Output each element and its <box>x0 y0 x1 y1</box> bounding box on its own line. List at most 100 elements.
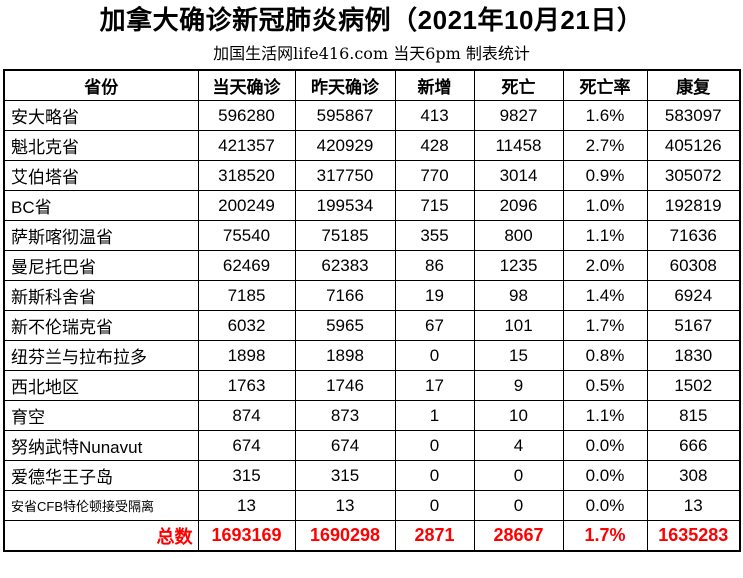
value-cell: 770 <box>394 160 475 191</box>
table-row: 安大略省 596280 595867 413 9827 1.6% 583097 <box>3 100 741 131</box>
table-row: 魁北克省 421357 420929 428 11458 2.7% 405126 <box>3 130 741 161</box>
value-cell: 0 <box>394 340 475 371</box>
table-row: 萨斯喀彻温省 75540 75185 355 800 1.1% 71636 <box>3 220 741 251</box>
value-cell: 1898 <box>294 340 396 371</box>
value-cell: 5167 <box>646 310 741 341</box>
value-cell: 200249 <box>197 190 296 221</box>
value-cell: 71636 <box>646 220 741 251</box>
column-header-today: 当天确诊 <box>197 69 296 101</box>
value-cell: 0.5% <box>562 370 648 401</box>
value-cell: 13 <box>294 490 396 521</box>
value-cell: 11458 <box>473 130 564 161</box>
value-cell: 62383 <box>294 250 396 281</box>
value-cell: 0.0% <box>562 490 648 521</box>
value-cell: 4 <box>473 430 564 461</box>
value-cell: 318520 <box>197 160 296 191</box>
value-cell: 6032 <box>197 310 296 341</box>
table-row-total: 总数 1693169 1690298 2871 28667 1.7% 1635283 <box>3 520 741 552</box>
page-title: 加拿大确诊新冠肺炎病例（2021年10月21日） <box>99 5 644 35</box>
value-cell: 315 <box>197 460 296 491</box>
value-cell: 674 <box>197 430 296 461</box>
value-cell: 7185 <box>197 280 296 311</box>
value-cell: 0.0% <box>562 460 648 491</box>
value-cell: 0 <box>394 460 475 491</box>
value-cell: 1.1% <box>562 400 648 431</box>
value-cell: 15 <box>473 340 564 371</box>
table-row: 努纳武特Nunavut 674 674 0 4 0.0% 666 <box>3 430 741 461</box>
table-row: 西北地区 1763 1746 17 9 0.5% 1502 <box>3 370 741 401</box>
value-cell: 86 <box>394 250 475 281</box>
value-cell: 60308 <box>646 250 741 281</box>
value-cell: 666 <box>646 430 741 461</box>
province-cell: 努纳武特Nunavut <box>3 430 199 461</box>
table-row: 安省CFB特伦顿接受隔离 13 13 0 0 0.0% 13 <box>3 490 741 521</box>
value-cell: 1235 <box>473 250 564 281</box>
value-cell: 1690298 <box>294 520 396 552</box>
value-cell: 9827 <box>473 100 564 131</box>
column-header-death-rate: 死亡率 <box>562 69 648 101</box>
province-cell: 西北地区 <box>3 370 199 401</box>
province-cell: 纽芬兰与拉布拉多 <box>3 340 199 371</box>
province-cell: 萨斯喀彻温省 <box>3 220 199 251</box>
province-cell: 总数 <box>3 520 199 552</box>
value-cell: 0 <box>473 460 564 491</box>
value-cell: 596280 <box>197 100 296 131</box>
table-row: BC省 200249 199534 715 2096 1.0% 192819 <box>3 190 741 221</box>
value-cell: 0.9% <box>562 160 648 191</box>
value-cell: 10 <box>473 400 564 431</box>
value-cell: 873 <box>294 400 396 431</box>
table-header-row: 省份 当天确诊 昨天确诊 新增 死亡 死亡率 康复 <box>3 69 741 101</box>
column-header-recovered: 康复 <box>646 69 741 101</box>
value-cell: 0.0% <box>562 430 648 461</box>
column-header-province: 省份 <box>3 69 199 101</box>
province-cell: 安大略省 <box>3 100 199 131</box>
table-row: 纽芬兰与拉布拉多 1898 1898 0 15 0.8% 1830 <box>3 340 741 371</box>
value-cell: 2.0% <box>562 250 648 281</box>
value-cell: 800 <box>473 220 564 251</box>
value-cell: 1.4% <box>562 280 648 311</box>
value-cell: 1.0% <box>562 190 648 221</box>
value-cell: 3014 <box>473 160 564 191</box>
province-cell: 新不伦瑞克省 <box>3 310 199 341</box>
value-cell: 1635283 <box>646 520 741 552</box>
value-cell: 0 <box>473 490 564 521</box>
value-cell: 1502 <box>646 370 741 401</box>
value-cell: 1763 <box>197 370 296 401</box>
value-cell: 874 <box>197 400 296 431</box>
value-cell: 1898 <box>197 340 296 371</box>
value-cell: 413 <box>394 100 475 131</box>
value-cell: 595867 <box>294 100 396 131</box>
table-row: 曼尼托巴省 62469 62383 86 1235 2.0% 60308 <box>3 250 741 281</box>
value-cell: 6924 <box>646 280 741 311</box>
province-cell: BC省 <box>3 190 199 221</box>
value-cell: 428 <box>394 130 475 161</box>
value-cell: 1.7% <box>562 520 648 552</box>
value-cell: 7166 <box>294 280 396 311</box>
value-cell: 13 <box>646 490 741 521</box>
value-cell: 5965 <box>294 310 396 341</box>
value-cell: 0 <box>394 490 475 521</box>
province-cell: 魁北克省 <box>3 130 199 161</box>
value-cell: 715 <box>394 190 475 221</box>
value-cell: 355 <box>394 220 475 251</box>
table-row: 新斯科舍省 7185 7166 19 98 1.4% 6924 <box>3 280 741 311</box>
value-cell: 0 <box>394 430 475 461</box>
value-cell: 1.1% <box>562 220 648 251</box>
value-cell: 1830 <box>646 340 741 371</box>
province-cell: 艾伯塔省 <box>3 160 199 191</box>
province-cell: 爱德华王子岛 <box>3 460 199 491</box>
table-row: 新不伦瑞克省 6032 5965 67 101 1.7% 5167 <box>3 310 741 341</box>
table-row: 爱德华王子岛 315 315 0 0 0.0% 308 <box>3 460 741 491</box>
value-cell: 421357 <box>197 130 296 161</box>
value-cell: 192819 <box>646 190 741 221</box>
value-cell: 62469 <box>197 250 296 281</box>
value-cell: 1693169 <box>197 520 296 552</box>
value-cell: 19 <box>394 280 475 311</box>
value-cell: 583097 <box>646 100 741 131</box>
value-cell: 317750 <box>294 160 396 191</box>
value-cell: 1.7% <box>562 310 648 341</box>
column-header-deaths: 死亡 <box>473 69 564 101</box>
value-cell: 75185 <box>294 220 396 251</box>
value-cell: 0.8% <box>562 340 648 371</box>
